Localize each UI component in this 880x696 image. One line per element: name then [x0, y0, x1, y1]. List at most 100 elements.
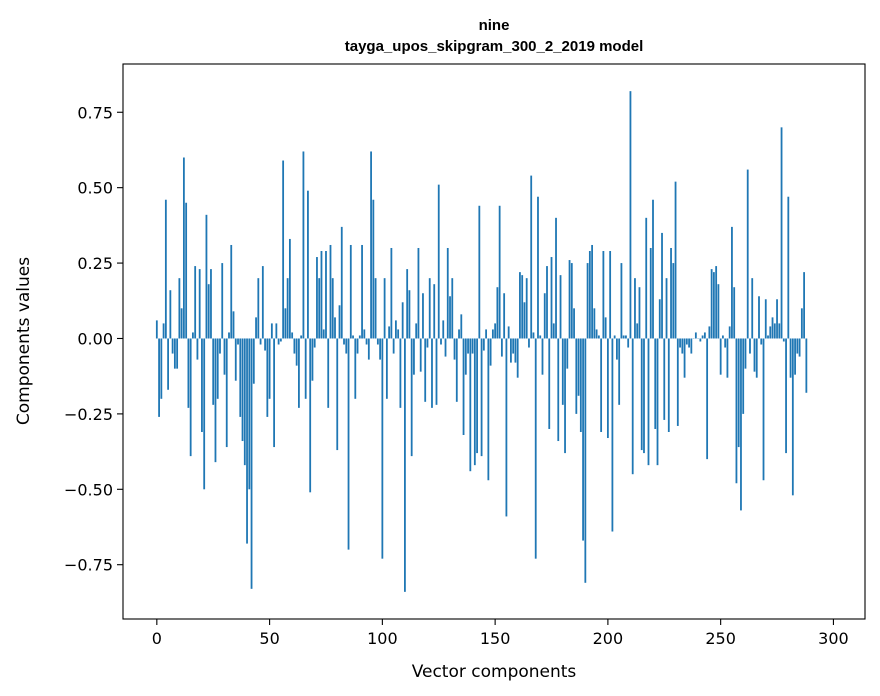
bar-98 — [376, 338, 379, 345]
bar-249 — [717, 284, 720, 339]
bar-24 — [210, 269, 212, 339]
bar-122 — [431, 338, 433, 408]
bar-75 — [325, 251, 327, 339]
bar-61 — [293, 338, 296, 354]
bar-114 — [413, 338, 415, 375]
bar-60 — [291, 332, 294, 339]
bar-280 — [787, 196, 790, 339]
bar-79 — [334, 317, 336, 339]
bar-206 — [620, 263, 623, 339]
y-tick-label-0: −0.75 — [64, 556, 113, 575]
bar-194 — [593, 308, 596, 339]
bar-74 — [322, 329, 325, 339]
bar-269 — [762, 338, 765, 481]
bar-68 — [309, 338, 312, 493]
bar-9 — [176, 338, 179, 369]
bar-112 — [408, 290, 411, 339]
bar-265 — [753, 338, 756, 372]
bar-151 — [496, 287, 499, 339]
bar-167 — [532, 332, 535, 339]
bar-135 — [460, 314, 463, 339]
bar-172 — [543, 293, 546, 339]
bar-116 — [417, 247, 420, 339]
bar-149 — [491, 329, 494, 339]
bar-257 — [735, 338, 738, 484]
bar-55 — [279, 338, 282, 342]
y-tick-label-4: 0.25 — [77, 254, 113, 273]
bar-208 — [625, 335, 627, 339]
bar-271 — [767, 335, 769, 339]
bar-82 — [340, 226, 343, 339]
bar-101 — [383, 278, 386, 339]
bar-26 — [214, 338, 217, 463]
bar-25 — [212, 338, 215, 405]
bar-176 — [552, 323, 555, 339]
bar-270 — [764, 299, 767, 339]
bar-220 — [652, 199, 654, 339]
bar-274 — [773, 323, 776, 339]
bar-92 — [363, 329, 366, 339]
bar-222 — [656, 338, 659, 466]
bar-212 — [634, 278, 636, 339]
bar-139 — [469, 338, 472, 472]
bar-18 — [196, 338, 199, 360]
bar-199 — [604, 317, 607, 339]
y-tick-label-1: −0.50 — [64, 480, 113, 499]
bar-131 — [451, 278, 454, 339]
bar-121 — [428, 278, 431, 339]
x-axis-label: Vector components — [412, 662, 577, 682]
bar-124 — [435, 338, 438, 405]
bar-234 — [683, 338, 686, 378]
bar-211 — [631, 338, 634, 475]
bar-171 — [541, 338, 544, 375]
bar-278 — [782, 338, 785, 342]
bar-43 — [252, 338, 255, 384]
bar-152 — [498, 205, 501, 339]
bar-110 — [404, 338, 406, 592]
bar-37 — [239, 338, 242, 417]
bar-287 — [803, 272, 805, 339]
bar-150 — [494, 323, 497, 339]
bar-284 — [796, 338, 799, 354]
bar-76 — [327, 338, 330, 408]
bar-157 — [510, 338, 512, 363]
bar-119 — [424, 338, 427, 402]
bar-160 — [516, 338, 519, 378]
bar-5 — [167, 338, 169, 390]
bar-177 — [555, 217, 557, 339]
bar-179 — [559, 275, 562, 339]
bar-161 — [519, 272, 521, 339]
bar-115 — [415, 323, 418, 339]
bar-52 — [273, 338, 275, 448]
bar-73 — [320, 251, 323, 339]
bar-148 — [489, 338, 492, 366]
bar-48 — [264, 338, 266, 351]
bar-35 — [234, 338, 237, 381]
bar-178 — [557, 338, 560, 442]
bar-141 — [473, 338, 476, 466]
bar-42 — [250, 338, 253, 589]
bar-165 — [528, 338, 530, 348]
bar-77 — [329, 244, 332, 339]
bar-188 — [579, 338, 582, 432]
bar-186 — [575, 338, 578, 414]
bar-97 — [374, 278, 377, 339]
bar-170 — [539, 335, 542, 339]
bar-84 — [345, 338, 348, 354]
bar-8 — [173, 338, 176, 369]
bar-64 — [300, 335, 303, 339]
bar-69 — [311, 338, 314, 381]
bar-109 — [401, 302, 404, 339]
bar-209 — [627, 338, 630, 348]
bar-45 — [257, 278, 260, 339]
bar-137 — [464, 338, 467, 375]
bar-184 — [570, 263, 573, 339]
bar-242 — [701, 335, 704, 339]
bar-258 — [737, 338, 740, 448]
bar-90 — [358, 335, 361, 339]
bar-62 — [295, 338, 298, 366]
bar-10 — [178, 278, 181, 339]
bar-134 — [458, 329, 460, 339]
bar-103 — [388, 326, 391, 339]
bar-277 — [780, 127, 783, 339]
